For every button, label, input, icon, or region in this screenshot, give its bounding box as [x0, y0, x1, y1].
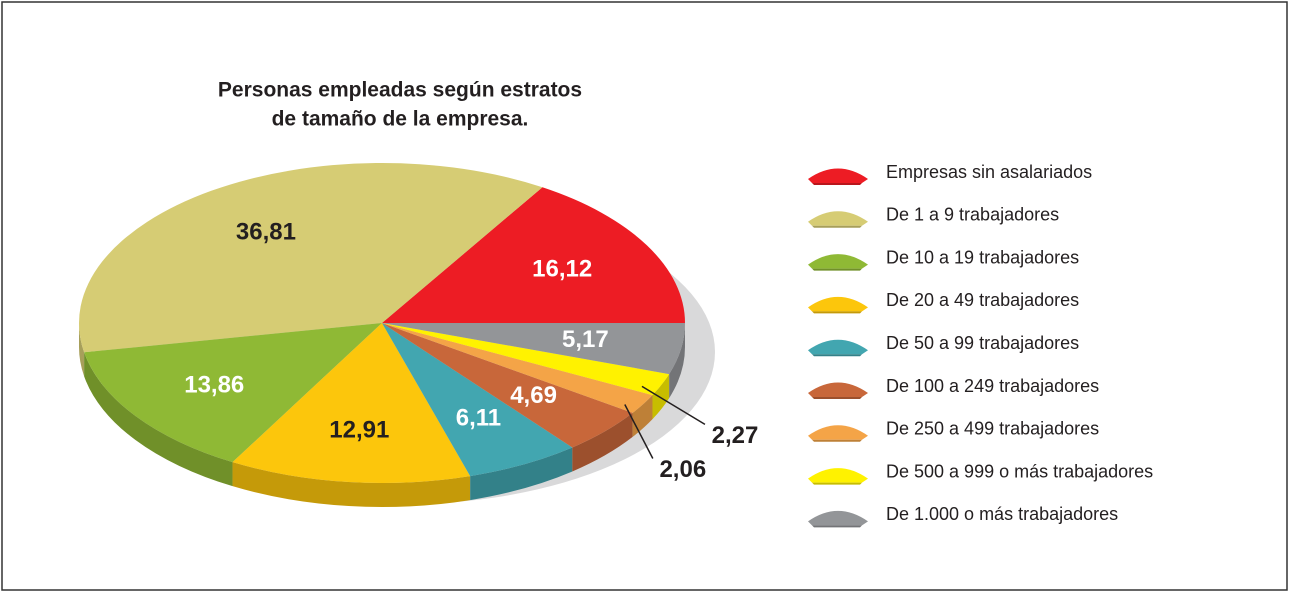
legend-swatch-side	[812, 354, 862, 357]
data-label: 12,91	[329, 416, 389, 443]
slice-side	[84, 352, 233, 487]
slice-side	[632, 395, 653, 437]
legend-swatch	[808, 296, 868, 312]
slice-side	[652, 374, 670, 420]
legend-swatch-side	[812, 525, 862, 528]
leader-line	[624, 404, 654, 459]
data-label: 4,69	[510, 382, 557, 409]
data-label: 13,86	[184, 372, 244, 399]
legend-swatch	[808, 168, 868, 183]
legend-label: De 500 a 999 o más trabajadores	[886, 461, 1153, 481]
legend-swatch	[808, 211, 868, 226]
data-label: 2,06	[659, 456, 706, 483]
data-label: 6,11	[456, 404, 501, 431]
legend-label: De 1 a 9 trabajadores	[886, 205, 1059, 225]
slice	[232, 323, 471, 483]
legend-swatch-side	[812, 439, 862, 442]
legend-swatch	[808, 339, 868, 355]
slice-side	[669, 323, 685, 399]
data-label: 5,17	[562, 326, 609, 353]
slice	[382, 323, 685, 375]
legend-label: De 250 a 499 trabajadores	[886, 419, 1099, 439]
legend-label: De 1.000 o más trabajadores	[886, 504, 1118, 524]
slice	[78, 162, 543, 353]
legend-swatch	[808, 254, 868, 269]
chart-title: de tamaño de la empresa.	[272, 108, 529, 131]
legend-label: Empresas sin asalariados	[886, 162, 1092, 182]
slice	[382, 323, 670, 396]
legend-swatch	[808, 382, 868, 397]
data-label: 36,81	[236, 218, 296, 245]
legend-swatch	[808, 468, 868, 483]
slice	[84, 323, 383, 463]
legend-label: De 50 a 99 trabajadores	[886, 333, 1079, 353]
slice	[382, 323, 573, 477]
chart-title: Personas empleadas según estratos	[218, 79, 582, 102]
legend-swatch-side	[812, 183, 862, 185]
legend-swatch	[808, 425, 868, 440]
legend-swatch-side	[812, 397, 862, 399]
legend-label: De 100 a 249 trabajadores	[886, 376, 1099, 396]
legend-swatch-side	[812, 268, 862, 271]
slice-side	[470, 447, 573, 501]
data-label: 16,12	[532, 256, 592, 283]
legend-swatch-side	[812, 482, 862, 485]
legend-label: De 10 a 19 trabajadores	[886, 247, 1079, 267]
leader-line	[641, 385, 706, 426]
slice-side	[572, 412, 633, 472]
slice	[382, 187, 685, 323]
slice-side	[79, 323, 85, 377]
data-label: 2,27	[712, 422, 759, 449]
legend-swatch-side	[812, 225, 862, 228]
slice	[382, 323, 653, 413]
slice	[382, 323, 633, 448]
slice-side	[232, 462, 471, 507]
legend-label: De 20 a 49 trabajadores	[886, 290, 1079, 310]
legend-swatch	[808, 510, 868, 526]
legend-swatch-side	[812, 311, 862, 314]
